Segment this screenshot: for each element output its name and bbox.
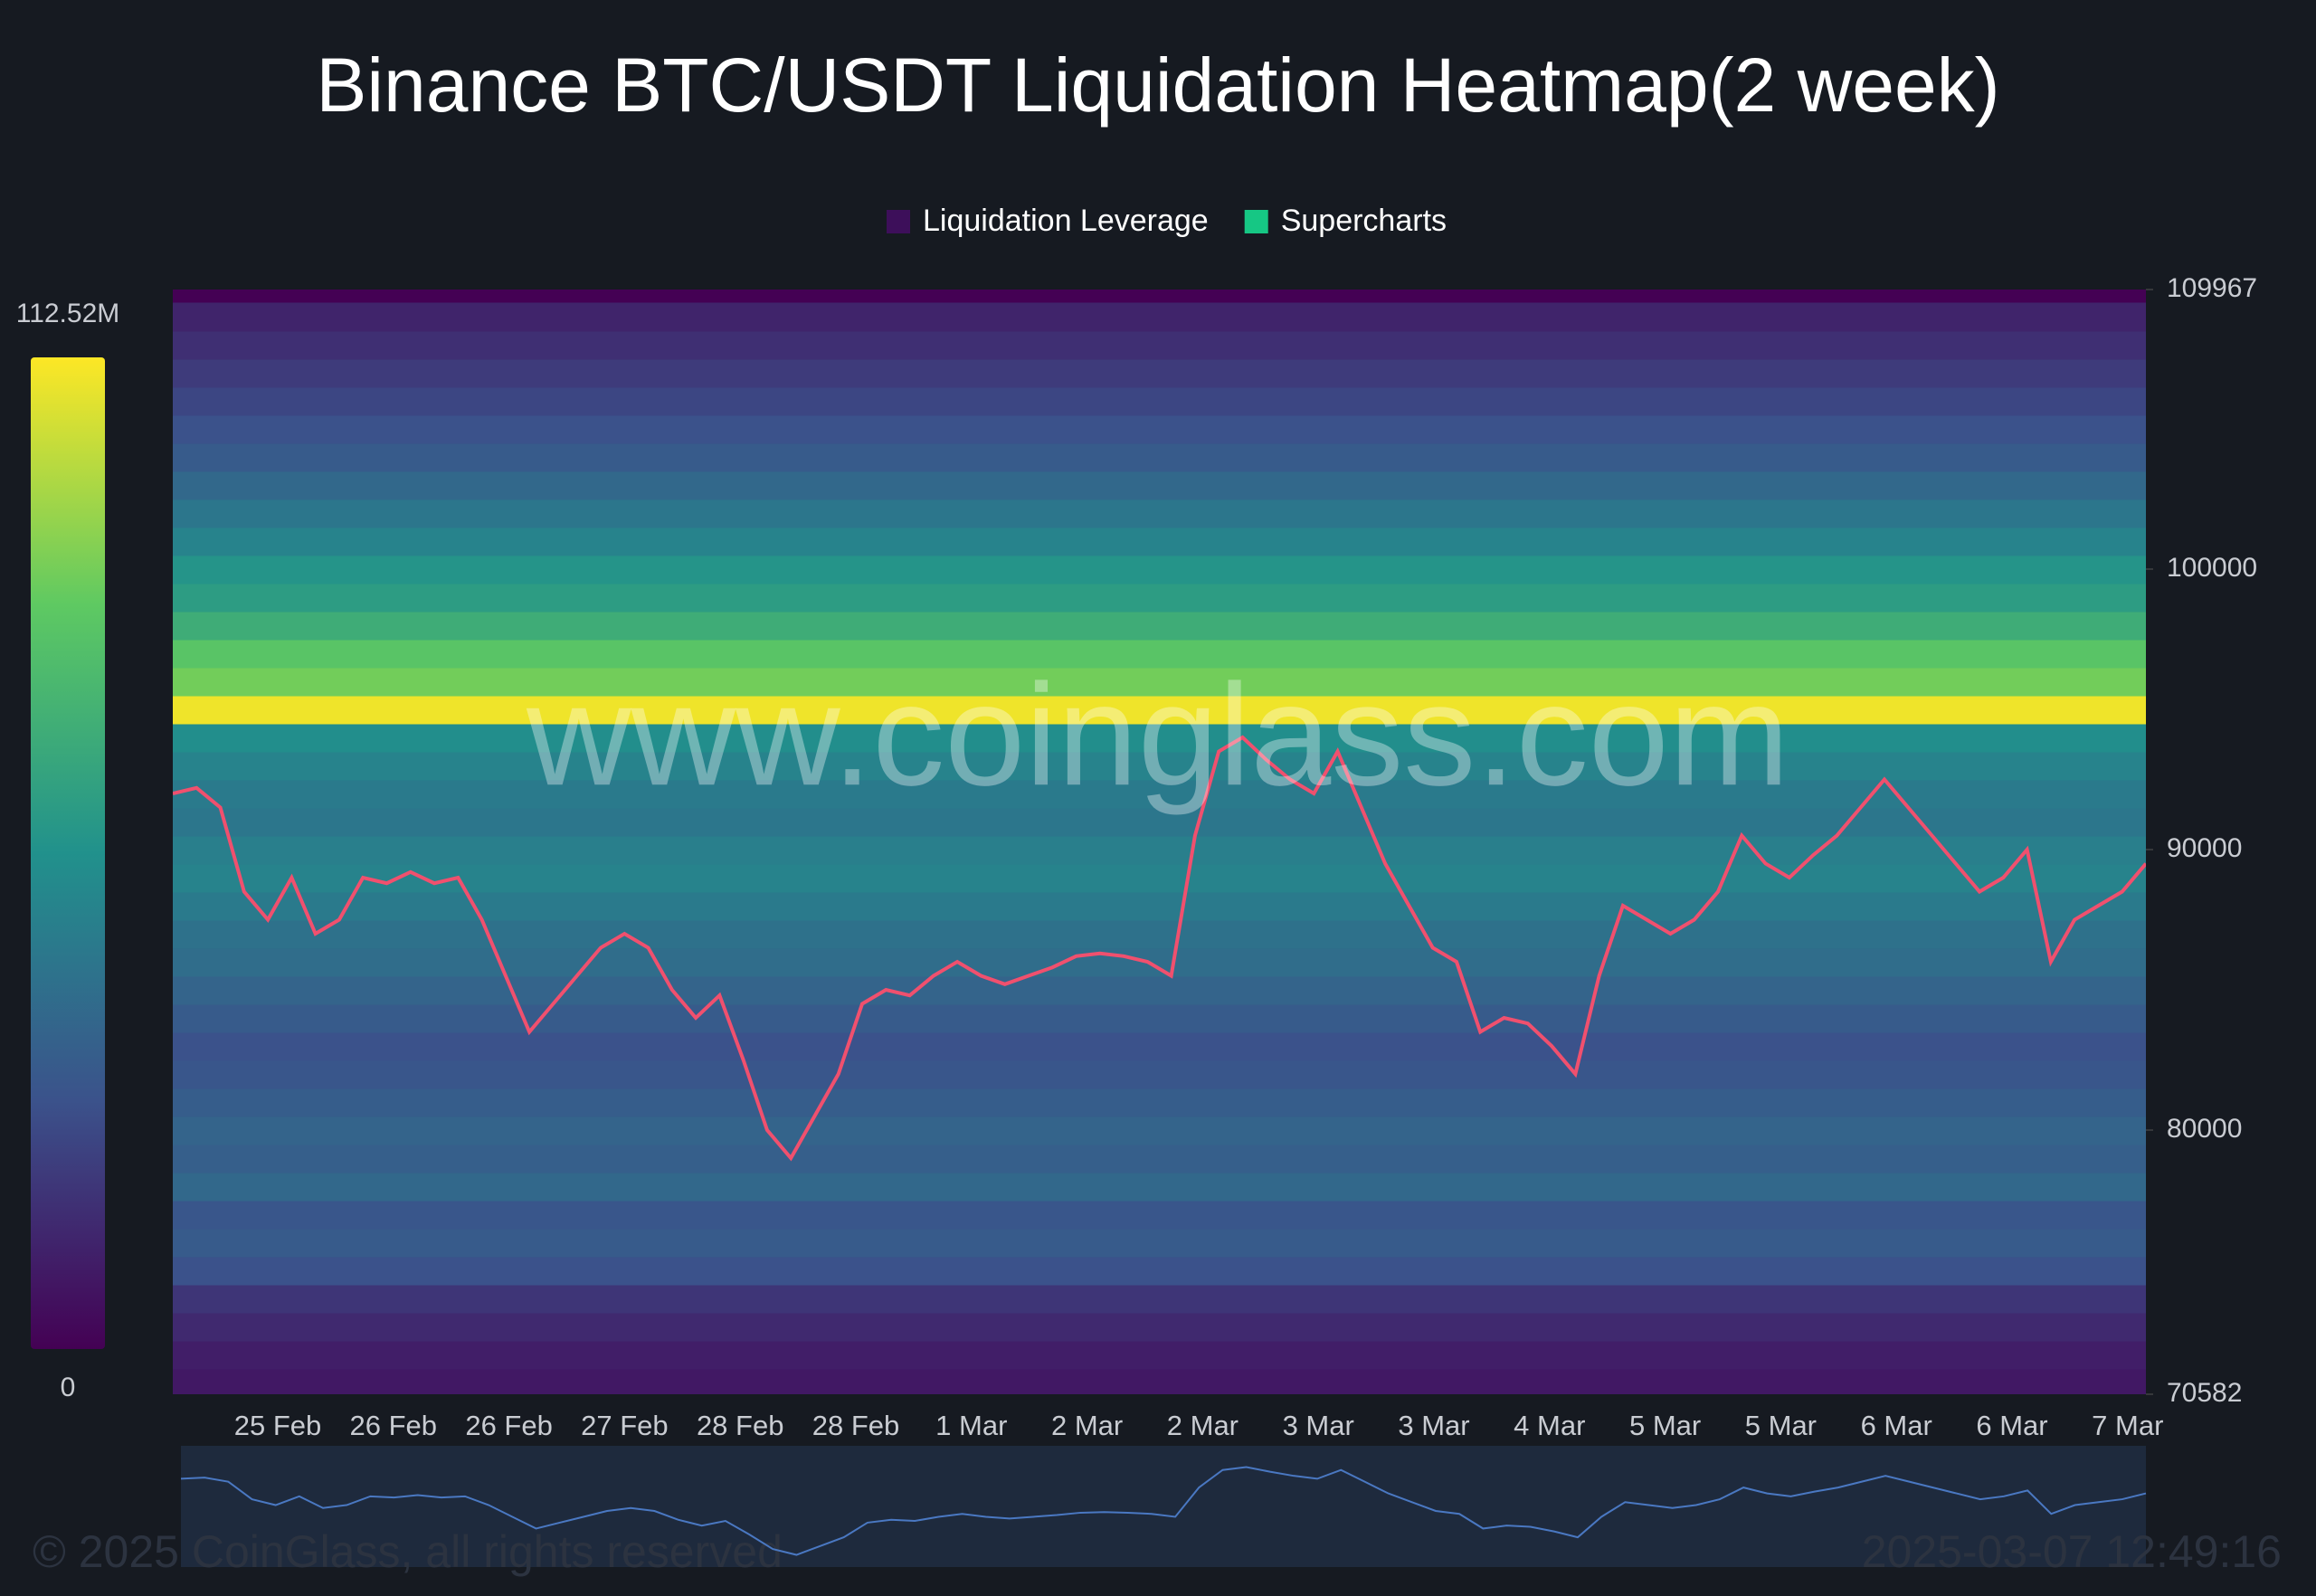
x-tick-label: 25 Feb xyxy=(234,1410,322,1441)
timestamp: 2025-03-07 12:49:16 xyxy=(1862,1526,2282,1577)
x-tick-label: 28 Feb xyxy=(697,1410,784,1441)
heat-band xyxy=(173,1116,2146,1145)
heat-band xyxy=(173,639,2146,669)
heat-band xyxy=(173,470,2146,500)
x-tick-label: 26 Feb xyxy=(465,1410,553,1441)
x-tick-label: 4 Mar xyxy=(1514,1410,1585,1441)
heat-band xyxy=(173,302,2146,332)
heatmap xyxy=(173,302,2146,1394)
heat-band xyxy=(173,442,2146,472)
colorbar xyxy=(31,357,105,1349)
heat-band xyxy=(173,1284,2146,1314)
heat-band xyxy=(173,414,2146,444)
heat-band xyxy=(173,1003,2146,1033)
legend-label: Supercharts xyxy=(1281,204,1447,238)
legend-swatch xyxy=(1244,210,1268,233)
navigator-line xyxy=(180,1466,2147,1556)
x-tick-label: 3 Mar xyxy=(1398,1410,1469,1441)
heat-band xyxy=(173,527,2146,556)
heat-band xyxy=(173,807,2146,837)
heat-band xyxy=(173,891,2146,921)
legend-swatch xyxy=(887,210,910,233)
heat-band xyxy=(173,1088,2146,1117)
legend[interactable]: Liquidation Leverage Supercharts xyxy=(887,204,1447,238)
heat-band xyxy=(173,499,2146,528)
heat-band xyxy=(173,779,2146,809)
watermark: www.coinglass.com xyxy=(526,653,1789,815)
heat-band xyxy=(173,330,2146,360)
x-tick-label: 2 Mar xyxy=(1167,1410,1239,1441)
heat-band xyxy=(173,1144,2146,1173)
copyright: © 2025 CoinGlass, all rights reserved xyxy=(33,1526,783,1577)
x-tick-label: 5 Mar xyxy=(1629,1410,1701,1441)
x-tick-label: 2 Mar xyxy=(1051,1410,1123,1441)
y-tick-label: 109967 xyxy=(2167,273,2257,303)
heat-band xyxy=(173,1256,2146,1286)
chart-title: Binance BTC/USDT Liquidation Heatmap(2 w… xyxy=(316,43,1999,128)
heat-band xyxy=(173,555,2146,584)
heat-band xyxy=(173,975,2146,1005)
heat-band xyxy=(173,1172,2146,1202)
colorbar-label: 0 xyxy=(61,1373,76,1402)
x-tick-label: 1 Mar xyxy=(935,1410,1007,1441)
x-tick-label: 7 Mar xyxy=(2092,1410,2163,1441)
price-line xyxy=(173,735,2146,1162)
x-tick-label: 3 Mar xyxy=(1283,1410,1354,1441)
heat-band xyxy=(173,667,2146,697)
x-tick-label: 6 Mar xyxy=(1861,1410,1932,1441)
y-tick-label: 90000 xyxy=(2167,833,2242,863)
x-tick-label: 26 Feb xyxy=(350,1410,438,1441)
heat-band xyxy=(173,358,2146,388)
heat-band xyxy=(173,583,2146,613)
x-tick-label: 28 Feb xyxy=(812,1410,900,1441)
heat-band xyxy=(173,611,2146,641)
y-tick-label: 80000 xyxy=(2167,1114,2242,1144)
heat-band xyxy=(173,919,2146,949)
legend-label: Liquidation Leverage xyxy=(923,204,1209,238)
navigator[interactable] xyxy=(181,1446,2146,1567)
heat-band xyxy=(173,1312,2146,1342)
heat-band xyxy=(173,947,2146,977)
y-tick-label: 100000 xyxy=(2167,553,2257,583)
heat-band xyxy=(173,1368,2146,1394)
heat-band xyxy=(173,863,2146,893)
heat-band xyxy=(173,1340,2146,1370)
heat-band xyxy=(173,1200,2146,1230)
heat-band xyxy=(173,1059,2146,1089)
colorbar-label: 112.52M xyxy=(16,299,120,328)
y-tick-label: 70582 xyxy=(2167,1378,2242,1408)
heat-band xyxy=(173,695,2146,725)
heat-band xyxy=(173,751,2146,781)
heat-band xyxy=(173,386,2146,416)
x-tick-label: 6 Mar xyxy=(1976,1410,2047,1441)
heat-band xyxy=(173,723,2146,753)
heat-band xyxy=(173,1228,2146,1258)
heat-band xyxy=(173,1031,2146,1061)
heat-band xyxy=(173,835,2146,865)
x-tick-label: 27 Feb xyxy=(581,1410,669,1441)
x-tick-label: 5 Mar xyxy=(1745,1410,1817,1441)
